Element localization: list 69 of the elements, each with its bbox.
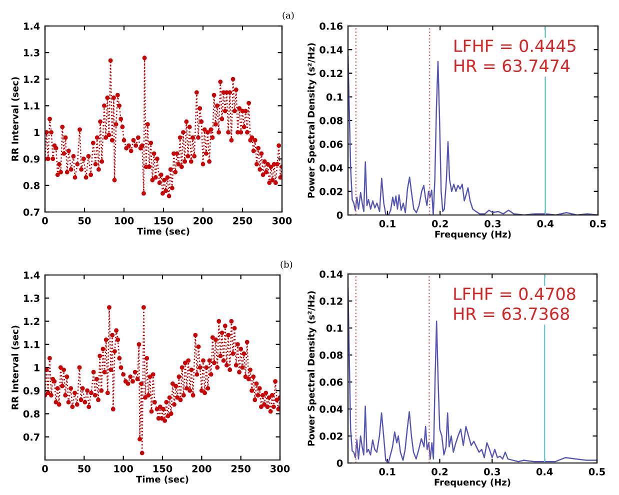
annotation: LFHF = 0.4708 HR = 63.7368 <box>454 288 576 320</box>
x-tick-label: 300 <box>272 217 292 224</box>
y-tick-label: 1.1 <box>24 102 40 110</box>
x-tick-label: 200 <box>192 465 212 472</box>
y-tick-label: 0.12 <box>320 297 342 305</box>
x-axis-title: Frequency (Hz) <box>434 478 510 488</box>
y-tick-label: 0.1 <box>326 324 342 332</box>
x-tick-label: 0.5 <box>590 220 606 228</box>
y-tick-label: 0 <box>336 211 343 219</box>
y-tick-label: 1.2 <box>24 76 40 83</box>
x-tick-label: 0.2 <box>432 220 448 228</box>
y-tick-label: 0.12 <box>320 70 342 78</box>
y-tick-label: 0.14 <box>320 46 343 54</box>
annotation: LFHF = 0.4445 HR = 63.7474 <box>454 40 576 72</box>
y-tick-label: 0.9 <box>23 155 40 163</box>
x-tick-label: 0.3 <box>484 468 500 476</box>
y-axis-title: RR Interval (sec) <box>11 77 20 161</box>
x-tick-label: 250 <box>231 465 251 472</box>
x-tick-label: 300 <box>270 465 290 472</box>
x-tick-label: 0.1 <box>379 220 396 228</box>
x-tick-label: 200 <box>194 217 213 224</box>
y-tick-label: 1.2 <box>24 318 40 325</box>
x-tick-label: 0 <box>42 217 48 224</box>
x-tick-label: 0.1 <box>379 468 396 476</box>
y-tick-label: 0.1 <box>326 93 342 101</box>
y-tick-label: 0.06 <box>320 378 343 386</box>
x-tick-label: 50 <box>78 217 91 224</box>
y-axis-title: RR Interval (sec) <box>11 326 20 410</box>
y-tick-label: 0.14 <box>320 270 343 278</box>
y-tick-label: 0.04 <box>320 405 343 413</box>
x-tick-label: 0.5 <box>588 468 605 476</box>
text: (b) <box>280 260 292 269</box>
text: (a) <box>282 12 294 20</box>
x-tick-label: 100 <box>114 217 134 224</box>
y-tick-label: 0.04 <box>320 164 343 172</box>
y-tick-label: 0.7 <box>23 433 40 441</box>
y-tick-label: 0.08 <box>320 351 343 359</box>
x-tick-label: 0.4 <box>537 220 554 228</box>
x-tick-label: 0.3 <box>484 220 501 228</box>
y-axis-title: Power Spectral Density (s²/Hz) <box>308 43 316 198</box>
y-tick-label: 0.7 <box>23 208 40 216</box>
y-tick-label: 1 <box>34 128 40 136</box>
y-tick-label: 1.3 <box>24 49 40 56</box>
y-tick-label: 0.08 <box>320 116 343 124</box>
y-tick-label: 0.02 <box>320 188 342 196</box>
x-tick-label: 0 <box>42 465 48 472</box>
x-axis-title: Time (sec) <box>136 476 188 484</box>
x-tick-label: 0.4 <box>536 468 553 476</box>
x-tick-label: 0.2 <box>432 468 448 476</box>
y-tick-label: 0.02 <box>320 432 342 440</box>
x-axis-title: Frequency (Hz) <box>435 230 511 240</box>
x-tick-label: 150 <box>153 465 172 472</box>
y-tick-label: 1 <box>34 364 40 372</box>
y-tick-label: 1.1 <box>24 340 40 348</box>
y-tick-label: 0 <box>336 459 343 467</box>
x-axis-title: Time (sec) <box>137 228 190 236</box>
y-tick-label: 0.16 <box>320 22 343 30</box>
y-tick-label: 0.8 <box>23 410 40 418</box>
y-tick-label: 1.3 <box>24 294 40 302</box>
y-axis-title: Power Spectral Density (s²/Hz) <box>308 291 316 446</box>
x-tick-label: 50 <box>78 465 90 472</box>
x-tick-label: 100 <box>114 465 134 472</box>
y-tick-label: 1.4 <box>24 272 40 279</box>
y-tick-label: 0.9 <box>23 387 40 394</box>
x-tick-label: 250 <box>233 217 252 224</box>
y-tick-label: 0.8 <box>23 182 40 190</box>
y-tick-label: 1.4 <box>24 22 40 30</box>
x-tick-label: 150 <box>154 217 174 224</box>
y-tick-label: 0.06 <box>320 140 343 148</box>
